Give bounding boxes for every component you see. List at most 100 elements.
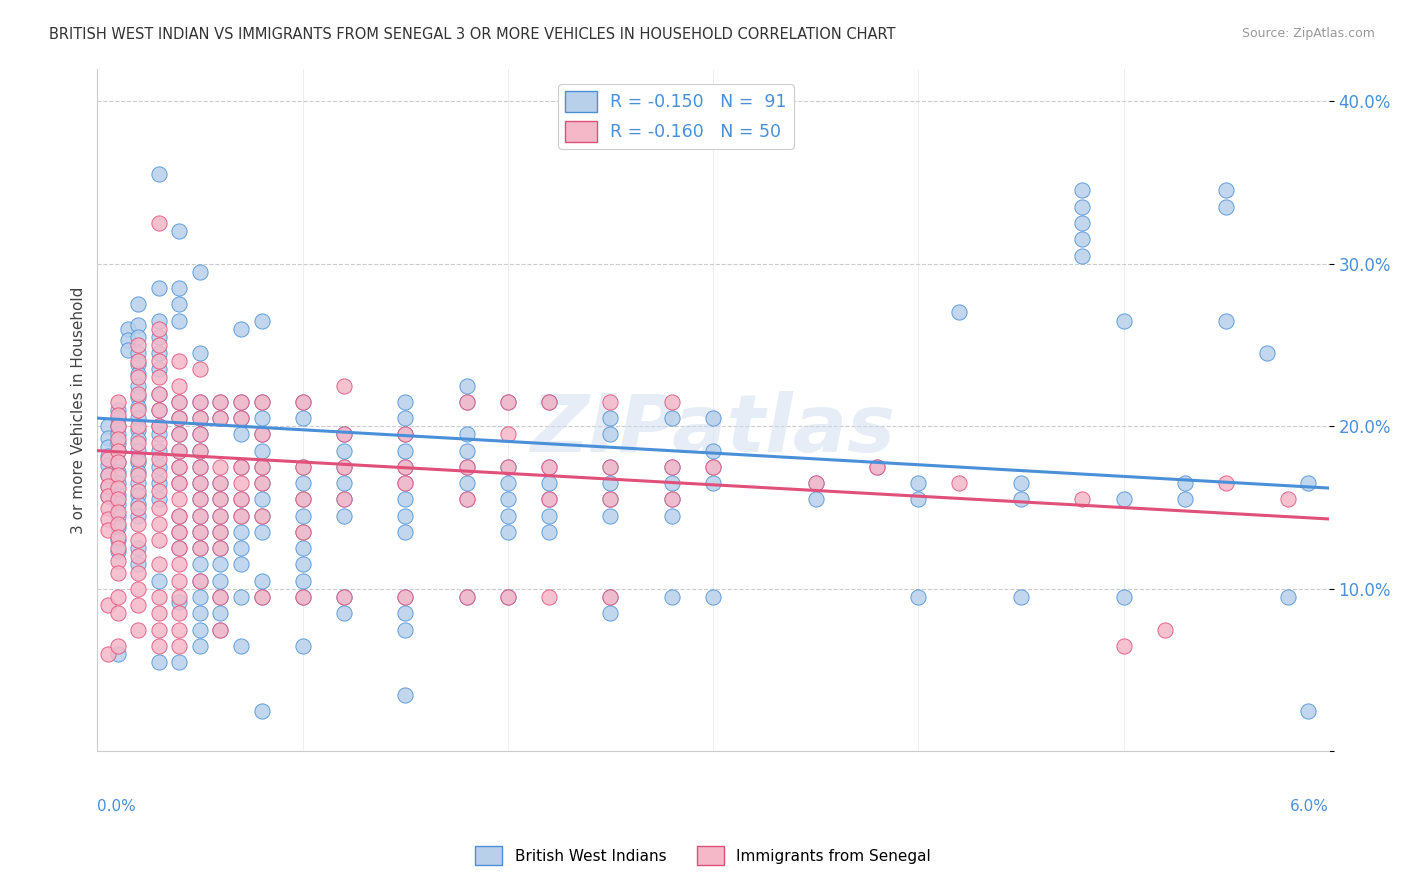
Point [107,443,129,458]
Point [599,607,621,621]
Point [250,476,273,491]
Point [948,476,970,491]
Point [456,492,478,507]
Point [148,590,170,604]
Point [661,459,683,474]
Legend: R = -0.150   N =  91, R = -0.160   N = 50: R = -0.150 N = 91, R = -0.160 N = 50 [558,84,794,149]
Point [107,590,129,604]
Point [456,459,478,474]
Point [332,459,354,474]
Point [537,395,560,409]
Point [250,524,273,539]
Point [117,333,139,347]
Point [97,431,120,445]
Point [97,419,120,434]
Point [250,313,273,327]
Point [148,443,170,458]
Point [127,516,149,531]
Point [107,468,129,483]
Point [188,574,211,588]
Point [127,419,149,434]
Point [229,321,252,335]
Point [107,481,129,495]
Point [107,443,129,458]
Point [599,590,621,604]
Point [1296,704,1319,718]
Point [229,492,252,507]
Point [107,408,129,422]
Point [127,566,149,580]
Point [456,427,478,442]
Point [537,524,560,539]
Point [907,590,929,604]
Point [169,607,191,621]
Point [188,346,211,360]
Point [107,476,129,491]
Point [209,508,232,523]
Point [496,476,519,491]
Point [127,598,149,612]
Point [456,590,478,604]
Point [169,224,191,238]
Text: Source: ZipAtlas.com: Source: ZipAtlas.com [1241,27,1375,40]
Point [169,459,191,474]
Point [599,508,621,523]
Point [804,476,827,491]
Point [148,386,170,401]
Point [127,582,149,596]
Point [456,443,478,458]
Point [169,492,191,507]
Point [599,590,621,604]
Point [97,512,120,526]
Point [291,395,314,409]
Point [107,505,129,519]
Point [169,558,191,572]
Point [169,476,191,491]
Point [148,321,170,335]
Point [169,378,191,392]
Point [97,449,120,463]
Point [661,411,683,425]
Point [496,590,519,604]
Point [229,476,252,491]
Point [394,524,416,539]
Point [537,590,560,604]
Point [188,427,211,442]
Point [291,459,314,474]
Point [496,395,519,409]
Point [107,554,129,568]
Point [148,574,170,588]
Point [1112,639,1135,653]
Point [169,623,191,637]
Point [127,330,149,344]
Point [97,479,120,493]
Point [127,549,149,564]
Point [456,476,478,491]
Point [1071,232,1094,246]
Point [209,607,232,621]
Point [97,451,120,466]
Point [169,590,191,604]
Point [148,623,170,637]
Point [148,354,170,368]
Point [250,704,273,718]
Point [332,427,354,442]
Point [229,459,252,474]
Point [394,508,416,523]
Point [291,524,314,539]
Point [661,395,683,409]
Point [97,647,120,661]
Point [209,524,232,539]
Point [148,451,170,466]
Point [209,508,232,523]
Point [599,427,621,442]
Text: ZIPatlas: ZIPatlas [530,392,896,469]
Legend: British West Indians, Immigrants from Senegal: British West Indians, Immigrants from Se… [468,840,938,871]
Point [332,590,354,604]
Point [209,623,232,637]
Point [291,508,314,523]
Point [291,459,314,474]
Point [661,492,683,507]
Point [188,508,211,523]
Point [127,451,149,466]
